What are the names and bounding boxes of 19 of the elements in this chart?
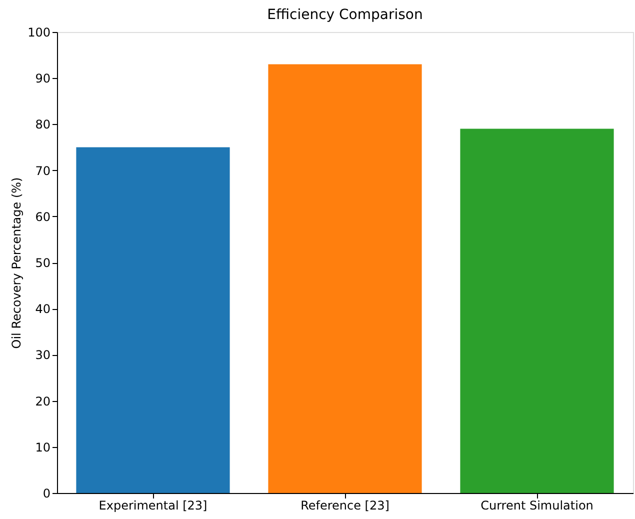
x-tick-label: Reference [23] [300, 498, 390, 512]
y-tick-label: 70 [35, 164, 50, 178]
bar [76, 147, 230, 493]
y-tick-label: 0 [42, 486, 50, 500]
y-tick-label: 100 [28, 26, 50, 40]
y-tick-label: 60 [35, 210, 50, 224]
bar [268, 64, 422, 493]
chart-title: Efficiency Comparison [267, 7, 423, 23]
y-axis-title: Oil Recovery Percentage (%) [10, 177, 24, 349]
x-tick-label: Experimental [23] [98, 498, 208, 512]
y-tick-label: 10 [35, 440, 50, 454]
y-tick-label: 20 [35, 394, 50, 408]
y-tick-label: 80 [35, 118, 50, 132]
x-tick-label: Current Simulation [480, 498, 594, 512]
y-tick-label: 90 [35, 72, 50, 86]
y-tick-label: 50 [35, 256, 50, 270]
y-tick-label: 40 [35, 302, 50, 316]
y-tick-label: 30 [35, 348, 50, 362]
bar [460, 128, 614, 493]
